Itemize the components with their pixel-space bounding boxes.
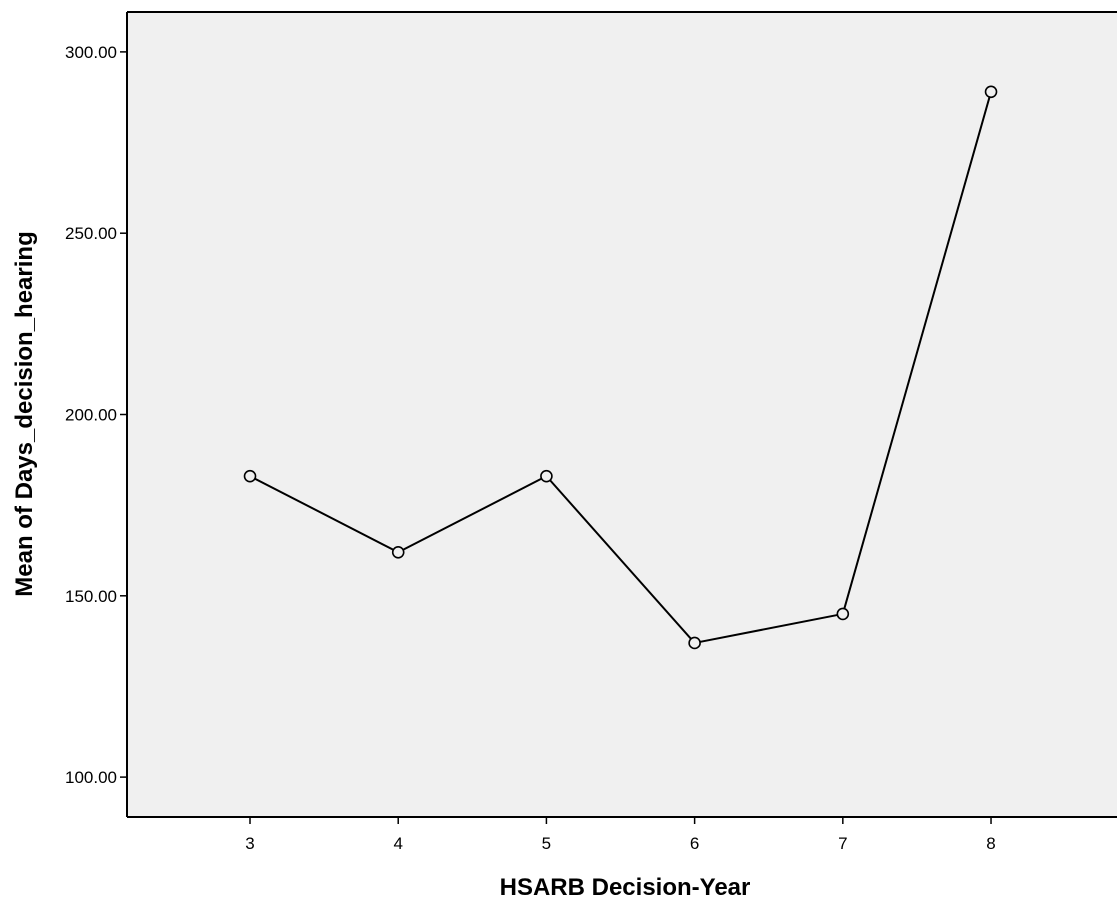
- x-tick-label: 7: [838, 834, 847, 853]
- x-tick-label: 8: [986, 834, 995, 853]
- x-axis-ticks: 3 4 5 6 7 8: [245, 817, 996, 853]
- data-point: [688, 636, 701, 650]
- x-axis-title: HSARB Decision-Year: [500, 874, 751, 899]
- y-tick-label: 300.00: [65, 43, 117, 62]
- series-layer: [243, 85, 998, 650]
- x-tick-label: 5: [542, 834, 551, 853]
- y-tick-label: 200.00: [65, 406, 117, 425]
- x-tick-label: 3: [245, 834, 254, 853]
- data-point: [540, 469, 553, 483]
- y-axis-title: Mean of Days_decision_hearing: [11, 231, 38, 596]
- x-tick-label: 6: [690, 834, 699, 853]
- y-tick-label: 150.00: [65, 587, 117, 606]
- data-point: [836, 607, 850, 621]
- series-line: [249, 91, 992, 644]
- y-tick-label: 250.00: [65, 224, 117, 243]
- y-tick-label: 100.00: [65, 768, 117, 787]
- x-tick-label: 4: [393, 834, 402, 853]
- y-axis-ticks: 100.00 150.00 200.00 250.00 300.00: [65, 43, 127, 787]
- data-point: [984, 85, 998, 99]
- data-point: [391, 545, 405, 559]
- plot-area: [127, 12, 1117, 817]
- data-point: [243, 469, 257, 483]
